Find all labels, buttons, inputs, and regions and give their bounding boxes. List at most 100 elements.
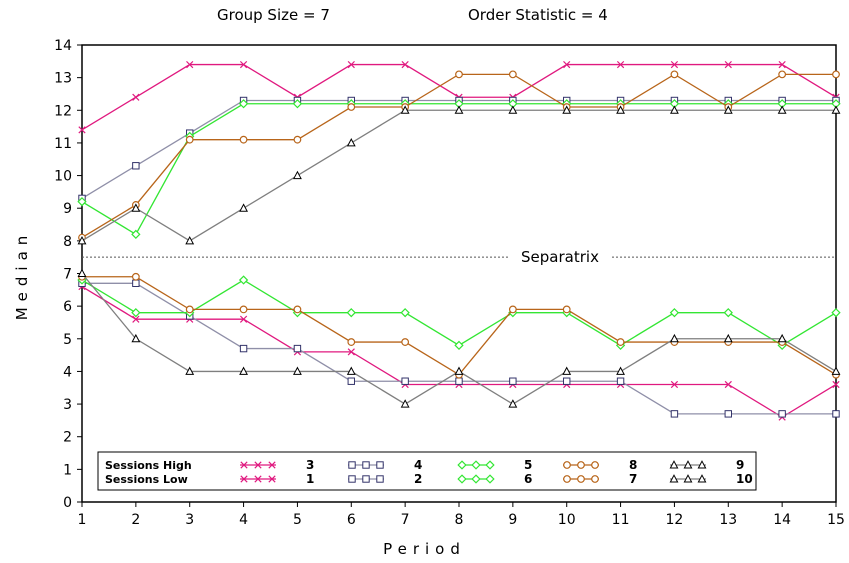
triangle-marker [562,105,572,114]
diamond-marker [457,474,467,484]
legend-entry-label: 4 [414,458,422,472]
circle-marker [131,272,140,281]
legend-entry-2: 2 [348,472,422,486]
x-marker [347,60,355,69]
circle-marker [577,475,585,483]
x-marker [132,315,140,323]
legend-entry-4: 4 [348,458,422,472]
diamond-marker [131,229,141,239]
triangle-marker [683,460,693,469]
square-marker [239,344,248,353]
circle-marker [239,305,248,314]
diamond-marker [131,308,141,318]
x-marker [347,348,355,356]
square-marker [616,377,625,385]
x-tick-label: 1 [78,512,87,528]
x-tick-label: 6 [347,512,356,528]
circle-marker [563,475,571,483]
square-marker [376,461,384,469]
triangle-marker [346,138,356,147]
x-marker [778,60,786,69]
y-tick-label: 12 [54,103,72,119]
square-marker [293,344,302,353]
x-marker [268,475,276,483]
x-tick-label: 14 [773,512,791,528]
square-marker [376,475,384,483]
diamond-marker [485,474,495,484]
legend-box [97,451,757,491]
circle-marker [508,305,517,314]
legend-entry-10: 10 [669,472,753,486]
legend-entry-label: 3 [306,458,314,472]
triangle-marker [454,366,464,375]
separatrix: Separatrix [82,248,836,266]
series-5 [77,99,841,239]
series-line-6 [81,279,837,347]
x-tick-label: 15 [827,512,845,528]
series-line-1 [81,286,837,418]
triangle-marker [683,474,693,483]
triangle-marker [400,105,410,114]
circle-marker [347,338,356,346]
x-marker [78,126,86,134]
legend-entry-9: 9 [669,458,744,472]
diamond-marker [471,460,481,470]
y-tick-label: 5 [63,332,72,348]
legend-entry-label: 8 [629,458,637,472]
legend-entry-label: 7 [629,472,637,486]
triangle-marker [616,105,626,114]
x-marker [563,60,571,69]
series-line-7 [82,276,837,376]
triangle-marker [508,399,518,408]
circle-marker [670,70,679,79]
x-marker [832,380,840,389]
circle-marker [347,103,356,111]
triangle-marker [831,105,841,114]
series-10 [77,268,841,408]
legend-entry-label: 1 [306,472,314,486]
triangle-marker [239,366,249,375]
x-marker [670,380,679,389]
triangle-marker [669,474,679,483]
legend-entry-7: 7 [563,472,637,486]
y-tick-label: 8 [63,234,72,250]
square-marker [563,377,571,385]
triangle-marker [292,366,302,375]
square-marker [347,377,355,385]
circle-marker [591,461,599,469]
y-tick-label: 7 [63,267,72,283]
triangle-marker [723,333,733,343]
square-marker [670,410,679,418]
triangle-marker [185,235,195,245]
circle-marker [616,338,625,346]
circle-marker [185,305,194,314]
circle-marker [563,461,571,469]
diamond-marker [457,460,467,470]
x-tick-label: 4 [239,512,248,528]
square-marker [132,162,140,170]
triangle-marker [400,399,410,408]
y-tick-label: 3 [63,397,72,413]
circle-marker [455,70,463,79]
circle-marker [185,135,194,144]
x-tick-label: 5 [293,512,302,528]
y-tick-label: 4 [63,364,72,380]
x-tick-label: 9 [508,512,517,528]
triangle-marker [697,460,707,469]
legend-entry-label: 9 [736,458,744,472]
triangle-marker [185,366,195,375]
chart-subtitle: Order Statistic = 4 [468,6,608,24]
legend-entry-label: 2 [414,472,422,486]
legend-entry-3: 3 [240,458,314,472]
triangle-marker [669,333,679,343]
x-tick-label: 12 [666,512,684,528]
y-tick-label: 9 [63,201,72,217]
square-marker [455,377,463,385]
y-tick-label: 1 [63,462,72,478]
triangle-marker [723,105,733,114]
x-marker [724,60,732,69]
triangle-marker [454,105,464,114]
diamond-marker [400,308,410,318]
